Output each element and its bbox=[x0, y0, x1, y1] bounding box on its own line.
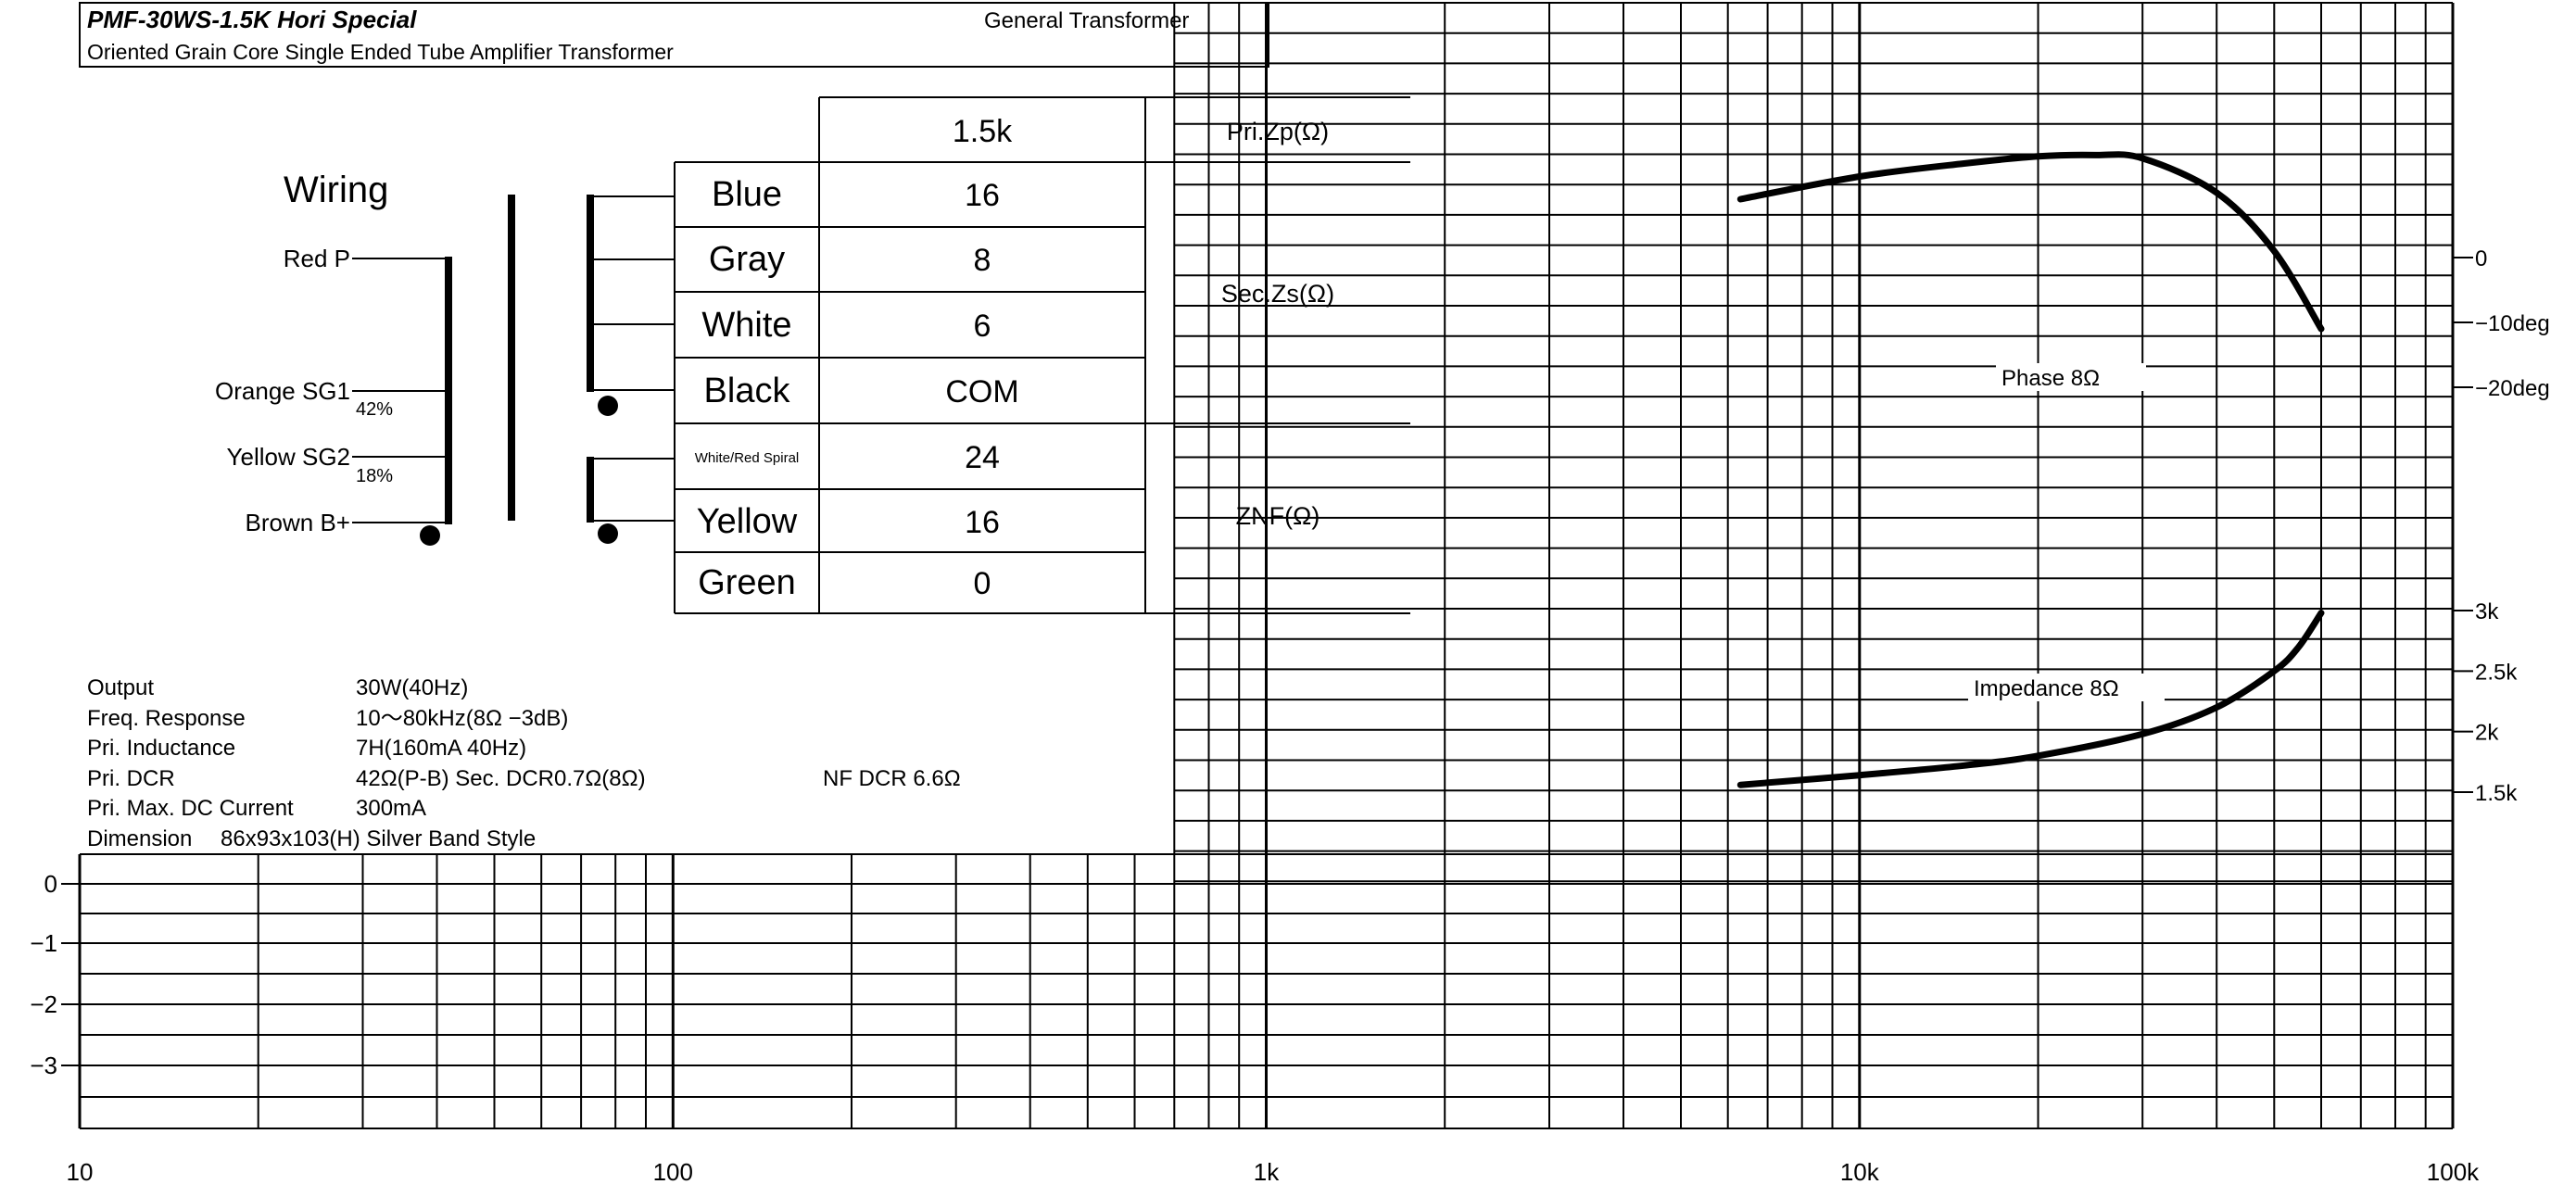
impedance-tick-label: 3k bbox=[2475, 599, 2499, 624]
nf-value-16: 16 bbox=[965, 505, 1000, 540]
primary-winding bbox=[352, 257, 452, 524]
phase-curve bbox=[1736, 151, 2325, 333]
x-tick-label: 100 bbox=[653, 1158, 693, 1186]
spec-label-dcr: Pri. DCR bbox=[87, 766, 175, 791]
lead-label-brown: Brown B+ bbox=[246, 509, 350, 536]
response-chart: 10 100 1k 10k 100k 0 −1 −2 −3 0 −10deg −20deg 3k 2.5k… bbox=[30, 2, 2550, 1186]
impedance-curve bbox=[1736, 610, 2325, 788]
lead-label-red: Red P bbox=[284, 245, 350, 272]
x-tick-label: 1k bbox=[1254, 1158, 1280, 1186]
spec-value-inductance: 7H(160mA 40Hz) bbox=[356, 736, 526, 761]
spec-block: Output 30W(40Hz) Freq. Response 10〜80kHz… bbox=[87, 675, 961, 851]
tap-label-18: 18% bbox=[356, 466, 393, 486]
header-box: PMF-30WS-1.5K Hori Special General Trans… bbox=[79, 2, 1269, 68]
secondary-value-black: COM bbox=[945, 374, 1018, 410]
secondary-impedance-group: Sec.Zs(Ω) bbox=[1221, 280, 1334, 308]
secondary-value-white: 6 bbox=[974, 309, 991, 344]
nf-impedance-group: ZNF(Ω) bbox=[1236, 502, 1320, 530]
phase-series-label-bg bbox=[1996, 363, 2146, 391]
nf-color-green: Green bbox=[698, 563, 796, 602]
wiring-diagram: Wiring Red P Orange SG1 42% Yellow SG2 1… bbox=[215, 170, 675, 546]
secondary-color-white: White bbox=[701, 306, 791, 345]
wiring-title: Wiring bbox=[284, 170, 388, 210]
nf-color-white-red-spiral: White/Red Spiral bbox=[695, 450, 800, 466]
nf-winding bbox=[587, 457, 675, 523]
spec-label-max-current: Pri. Max. DC Current bbox=[87, 796, 294, 821]
spec-value-output: 30W(40Hz) bbox=[356, 675, 468, 700]
secondary-value-blue: 16 bbox=[965, 178, 1000, 213]
spec-label-freq-response: Freq. Response bbox=[87, 706, 246, 731]
response-tick-label: 0 bbox=[44, 870, 57, 898]
phase-series-label: Phase 8Ω bbox=[2001, 366, 2100, 391]
x-tick-label: 10 bbox=[67, 1158, 94, 1186]
secondary-color-blue: Blue bbox=[712, 175, 782, 214]
primary-impedance-group: Pri.Zp(Ω) bbox=[1227, 118, 1329, 145]
tap-label-42: 42% bbox=[356, 399, 393, 420]
lead-label-yellow: Yellow SG2 bbox=[227, 443, 350, 471]
x-tick-label: 100k bbox=[2427, 1158, 2480, 1186]
spec-value-max-current: 300mA bbox=[356, 796, 426, 821]
nf-value-24: 24 bbox=[965, 440, 1000, 475]
model-title: PMF-30WS-1.5K Hori Special bbox=[87, 6, 417, 33]
spec-label-output: Output bbox=[87, 675, 154, 700]
category-label: General Transformer bbox=[984, 8, 1189, 33]
nf-color-yellow: Yellow bbox=[697, 502, 798, 541]
secondary-color-black: Black bbox=[704, 372, 791, 410]
impedance-series-label: Impedance 8Ω bbox=[1974, 676, 2119, 701]
lead-label-orange: Orange SG1 bbox=[215, 377, 350, 405]
impedance-tick-label: 1.5k bbox=[2475, 781, 2518, 806]
nf-value-0: 0 bbox=[974, 566, 991, 601]
impedance-series-label-bg bbox=[1968, 674, 2165, 701]
spec-value-dimension: 86x93x103(H) Silver Band Style bbox=[221, 826, 536, 851]
description-label: Oriented Grain Core Single Ended Tube Am… bbox=[87, 40, 674, 64]
secondary-value-gray: 8 bbox=[974, 243, 991, 278]
primary-impedance-value: 1.5k bbox=[953, 114, 1013, 149]
secondary-color-gray: Gray bbox=[709, 240, 785, 279]
nf-polarity-dot bbox=[598, 523, 618, 544]
spec-label-dimension: Dimension bbox=[87, 826, 192, 851]
terminal-table: 1.5k Pri.Zp(Ω) Blue 16 Gray 8 White 6 Bl… bbox=[674, 96, 1410, 614]
impedance-tick-label: 2k bbox=[2475, 721, 2499, 746]
phase-tick-label: −20deg bbox=[2475, 376, 2550, 401]
primary-polarity-dot bbox=[420, 525, 440, 546]
spec-label-inductance: Pri. Inductance bbox=[87, 736, 235, 761]
phase-tick-label: 0 bbox=[2475, 246, 2487, 271]
spec-value-dcr: 42Ω(P-B) Sec. DCR0.7Ω(8Ω) bbox=[356, 766, 646, 791]
response-tick-label: −1 bbox=[30, 929, 57, 957]
response-tick-label: −2 bbox=[30, 990, 57, 1018]
impedance-tick-label: 2.5k bbox=[2475, 660, 2518, 685]
spec-value-freq-response: 10〜80kHz(8Ω −3dB) bbox=[356, 706, 568, 731]
x-tick-label: 10k bbox=[1840, 1158, 1880, 1186]
spec-value-nf-dcr: NF DCR 6.6Ω bbox=[823, 766, 961, 791]
phase-tick-label: −10deg bbox=[2475, 311, 2550, 336]
response-tick-label: −3 bbox=[30, 1052, 57, 1079]
secondary-winding bbox=[587, 195, 675, 392]
secondary-polarity-dot bbox=[598, 396, 618, 416]
